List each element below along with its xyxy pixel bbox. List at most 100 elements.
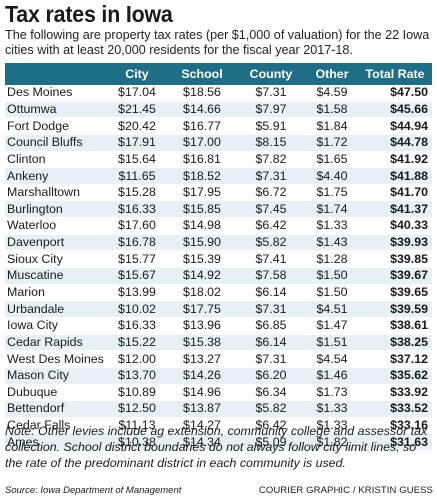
- graphic-credit: COURIER GRAPHIC / KRISTIN GUESS: [258, 485, 433, 496]
- header-school: School: [168, 63, 236, 85]
- cell-school-rate: $17.95: [168, 184, 236, 202]
- cell-city-name: Marshalltown: [5, 184, 106, 202]
- table-row: Marshalltown $15.28 $17.95 $6.72 $1.75 $41.70: [5, 184, 432, 202]
- cell-city-rate: $15.22: [106, 334, 168, 352]
- cell-county-rate: $5.82: [236, 400, 306, 418]
- cell-county-rate: $7.82: [236, 151, 306, 169]
- cell-city-name: Fort Dodge: [5, 117, 106, 135]
- cell-city-rate: $10.89: [106, 384, 168, 402]
- cell-city-rate: $15.64: [106, 151, 168, 169]
- cell-other-rate: $1.46: [306, 367, 358, 385]
- cell-total-rate: $39.59: [358, 300, 432, 318]
- cell-county-rate: $7.31: [236, 167, 306, 185]
- cell-county-rate: $6.85: [236, 317, 306, 335]
- cell-city-rate: $11.13: [106, 417, 168, 435]
- header-other: Other: [306, 63, 358, 85]
- cell-total-rate: $41.70: [358, 184, 432, 202]
- cell-city-rate: $16.33: [106, 317, 168, 335]
- cell-school-rate: $15.85: [168, 200, 236, 219]
- cell-other-rate: $1.51: [306, 334, 358, 352]
- cell-school-rate: $17.00: [168, 134, 236, 152]
- chart-subtitle: The following are property tax rates (pe…: [5, 28, 430, 57]
- cell-county-rate: $7.41: [236, 250, 306, 269]
- cell-city-rate: $17.60: [106, 217, 168, 235]
- table-header-row: City School County Other Total Rate: [5, 63, 432, 85]
- cell-school-rate: $15.38: [168, 334, 236, 352]
- cell-total-rate: $33.92: [358, 384, 432, 402]
- cell-county-rate: $7.31: [236, 350, 306, 368]
- cell-county-rate: $7.31: [236, 85, 306, 102]
- cell-school-rate: $18.56: [168, 85, 236, 102]
- header-total-rate: Total Rate: [358, 63, 432, 85]
- cell-city-rate: $10.02: [106, 300, 168, 318]
- cell-county-rate: $5.82: [236, 234, 306, 252]
- cell-city-rate: $15.28: [106, 184, 168, 202]
- cell-county-rate: $6.72: [236, 184, 306, 202]
- cell-total-rate: $38.61: [358, 317, 432, 335]
- cell-city-name: Iowa City: [5, 317, 106, 335]
- cell-city-rate: $20.42: [106, 117, 168, 135]
- cell-county-rate: $6.14: [236, 284, 306, 302]
- table-row: Burlington $16.33 $15.85 $7.45 $1.74 $41.37: [5, 200, 432, 219]
- table-row: Ames $10.38 $14.34 $5.09 $1.82 $31.63: [5, 433, 432, 452]
- table-row: Clinton $15.64 $16.81 $7.82 $1.65 $41.92: [5, 151, 432, 169]
- cell-other-rate: $4.51: [306, 300, 358, 318]
- cell-city-rate: $16.33: [106, 200, 168, 219]
- table-row: Cedar Falls $11.13 $14.27 $6.42 $1.33 $33.16: [5, 417, 432, 435]
- cell-total-rate: $39.85: [358, 250, 432, 269]
- header-city-name: [5, 63, 106, 85]
- table-row: Dubuque $10.89 $14.96 $6.34 $1.73 $33.92: [5, 384, 432, 402]
- cell-county-rate: $6.34: [236, 384, 306, 402]
- table-row: Muscatine $15.67 $14.92 $7.58 $1.50 $39.67: [5, 267, 432, 285]
- table-row: Fort Dodge $20.42 $16.77 $5.91 $1.84 $44.94: [5, 117, 432, 135]
- cell-city-rate: $12.00: [106, 350, 168, 368]
- cell-other-rate: $1.72: [306, 134, 358, 152]
- cell-total-rate: $45.66: [358, 101, 432, 119]
- cell-total-rate: $39.65: [358, 284, 432, 302]
- cell-city-rate: $15.67: [106, 267, 168, 285]
- cell-school-rate: $15.90: [168, 234, 236, 252]
- cell-city-rate: $16.78: [106, 234, 168, 252]
- cell-county-rate: $7.58: [236, 267, 306, 285]
- cell-other-rate: $1.50: [306, 267, 358, 285]
- cell-city-rate: $13.70: [106, 367, 168, 385]
- table-row: Cedar Rapids $15.22 $15.38 $6.14 $1.51 $38.25: [5, 334, 432, 352]
- cell-total-rate: $39.93: [358, 234, 432, 252]
- table-row: Davenport $16.78 $15.90 $5.82 $1.43 $39.93: [5, 234, 432, 252]
- cell-county-rate: $7.31: [236, 300, 306, 318]
- cell-other-rate: $1.47: [306, 317, 358, 335]
- table-row: Ankeny $11.65 $18.52 $7.31 $4.40 $41.88: [5, 167, 432, 185]
- cell-total-rate: $40.33: [358, 217, 432, 235]
- header-city: City: [106, 63, 168, 85]
- cell-county-rate: $6.42: [236, 417, 306, 435]
- cell-city-rate: $21.45: [106, 101, 168, 119]
- cell-county-rate: $6.42: [236, 217, 306, 235]
- table-body: Des Moines $17.04 $18.56 $7.31 $4.59 $47.50 Ot…: [5, 85, 432, 452]
- cell-total-rate: $44.78: [358, 134, 432, 152]
- cell-total-rate: $47.50: [358, 85, 432, 102]
- cell-school-rate: $18.02: [168, 284, 236, 302]
- table-row: Marion $13.99 $18.02 $6.14 $1.50 $39.65: [5, 284, 432, 302]
- cell-city-name: Marion: [5, 284, 106, 302]
- cell-school-rate: $13.87: [168, 400, 236, 418]
- cell-other-rate: $1.73: [306, 384, 358, 402]
- cell-city-name: West Des Moines: [5, 350, 106, 368]
- tax-rates-table: City School County Other Total Rate Des …: [5, 63, 432, 452]
- cell-other-rate: $1.33: [306, 417, 358, 435]
- cell-total-rate: $35.62: [358, 367, 432, 385]
- cell-other-rate: $1.43: [306, 234, 358, 252]
- cell-city-rate: $17.04: [106, 85, 168, 102]
- cell-city-name: Ankeny: [5, 167, 106, 185]
- cell-county-rate: $6.20: [236, 367, 306, 385]
- cell-city-name: Davenport: [5, 234, 106, 252]
- source-line: Source: Iowa Department of Management: [5, 485, 182, 496]
- cell-county-rate: $5.91: [236, 117, 306, 135]
- cell-city-rate: $12.50: [106, 400, 168, 418]
- cell-school-rate: $16.77: [168, 117, 236, 135]
- cell-total-rate: $33.16: [358, 417, 432, 435]
- cell-city-rate: $15.77: [106, 250, 168, 269]
- cell-total-rate: $41.92: [358, 151, 432, 169]
- cell-city-name: Cedar Falls: [5, 417, 106, 435]
- cell-other-rate: $1.65: [306, 151, 358, 169]
- cell-city-rate: $10.38: [106, 433, 168, 452]
